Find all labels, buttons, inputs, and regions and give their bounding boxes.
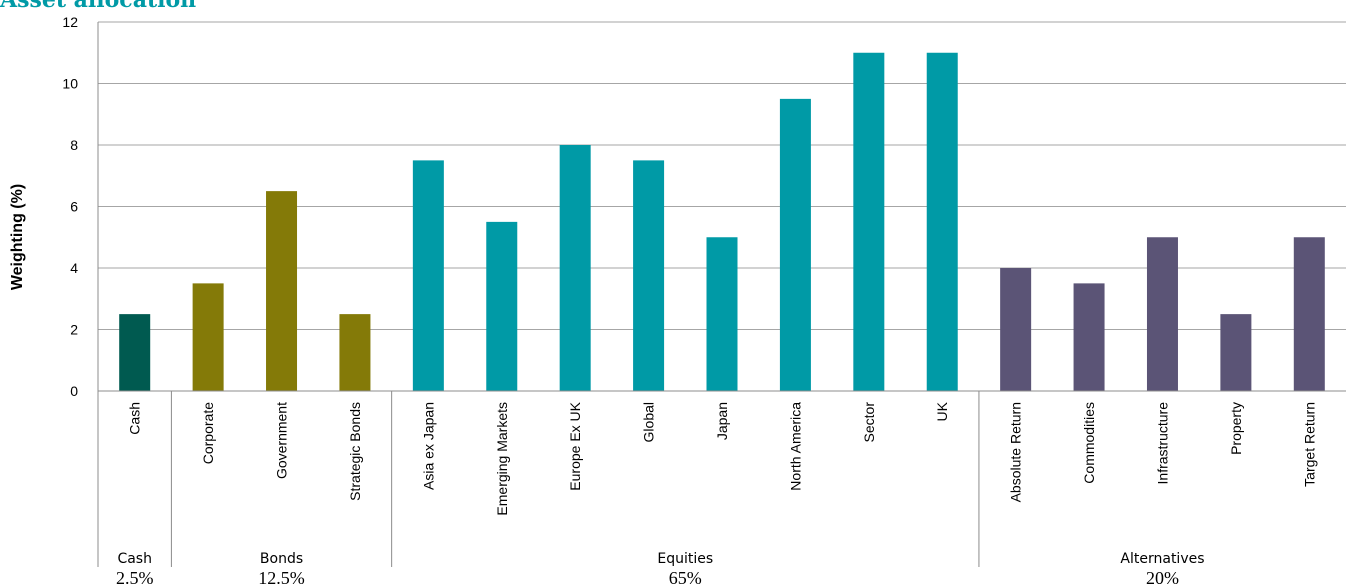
group-total: 2.5% (116, 568, 154, 588)
y-tick-labels: 0 2 4 6 8 10 12 (62, 14, 78, 399)
bar (779, 98, 811, 391)
category-label: Cash (127, 402, 143, 435)
group-name: Equities (657, 551, 713, 567)
category-label: Corporate (200, 402, 216, 464)
category-label: Europe Ex UK (567, 401, 583, 490)
category-label: Property (1228, 402, 1244, 455)
bar (1293, 237, 1325, 391)
y-tick-label: 10 (62, 76, 78, 92)
y-tick-label: 4 (70, 260, 78, 276)
bar (633, 160, 665, 391)
category-label: Japan (714, 402, 730, 440)
y-axis-label: Weighting (%) (9, 184, 26, 290)
bars (119, 52, 1325, 391)
y-tick-label: 8 (70, 137, 78, 153)
category-label: North America (787, 402, 803, 491)
category-label: Strategic Bonds (347, 402, 363, 501)
category-label: UK (934, 401, 950, 421)
bar (339, 314, 371, 391)
bar (486, 221, 518, 391)
category-labels: Cash Corporate Government Strategic Bonds As… (127, 401, 1318, 515)
bar (853, 52, 885, 391)
category-label: Global (641, 402, 657, 442)
y-tick-label: 6 (70, 199, 78, 215)
group-name: Alternatives (1120, 551, 1204, 567)
bar (1146, 237, 1178, 391)
bar (706, 237, 738, 391)
category-label: Government (274, 402, 290, 479)
group-name: Cash (117, 551, 152, 567)
y-tick-label: 12 (62, 14, 78, 30)
category-label: Infrastructure (1154, 402, 1170, 485)
category-label: Commodities (1081, 402, 1097, 484)
category-label: Emerging Markets (494, 402, 510, 516)
bar (1220, 314, 1252, 391)
bar (266, 191, 298, 391)
category-label: Absolute Return (1008, 402, 1024, 502)
category-label: Asia ex Japan (420, 402, 436, 490)
bar (1073, 283, 1105, 391)
chart-title: Asset allocation (0, 0, 197, 13)
bar (926, 52, 958, 391)
group-total: 65% (669, 568, 702, 588)
axes (97, 22, 1346, 567)
y-tick-label: 0 (70, 383, 78, 399)
y-tick-label: 2 (70, 322, 78, 338)
category-label: Target Return (1301, 402, 1317, 487)
bar (1000, 268, 1032, 391)
group-total: 12.5% (258, 568, 305, 588)
category-label: Sector (861, 402, 877, 443)
bar (559, 145, 591, 391)
bar (119, 314, 151, 391)
bar (412, 160, 444, 391)
group-name: Bonds (260, 551, 303, 567)
bar (192, 283, 224, 391)
group-total: 20% (1146, 568, 1179, 588)
